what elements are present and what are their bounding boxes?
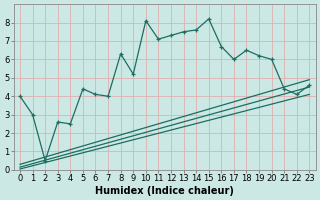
X-axis label: Humidex (Indice chaleur): Humidex (Indice chaleur): [95, 186, 234, 196]
